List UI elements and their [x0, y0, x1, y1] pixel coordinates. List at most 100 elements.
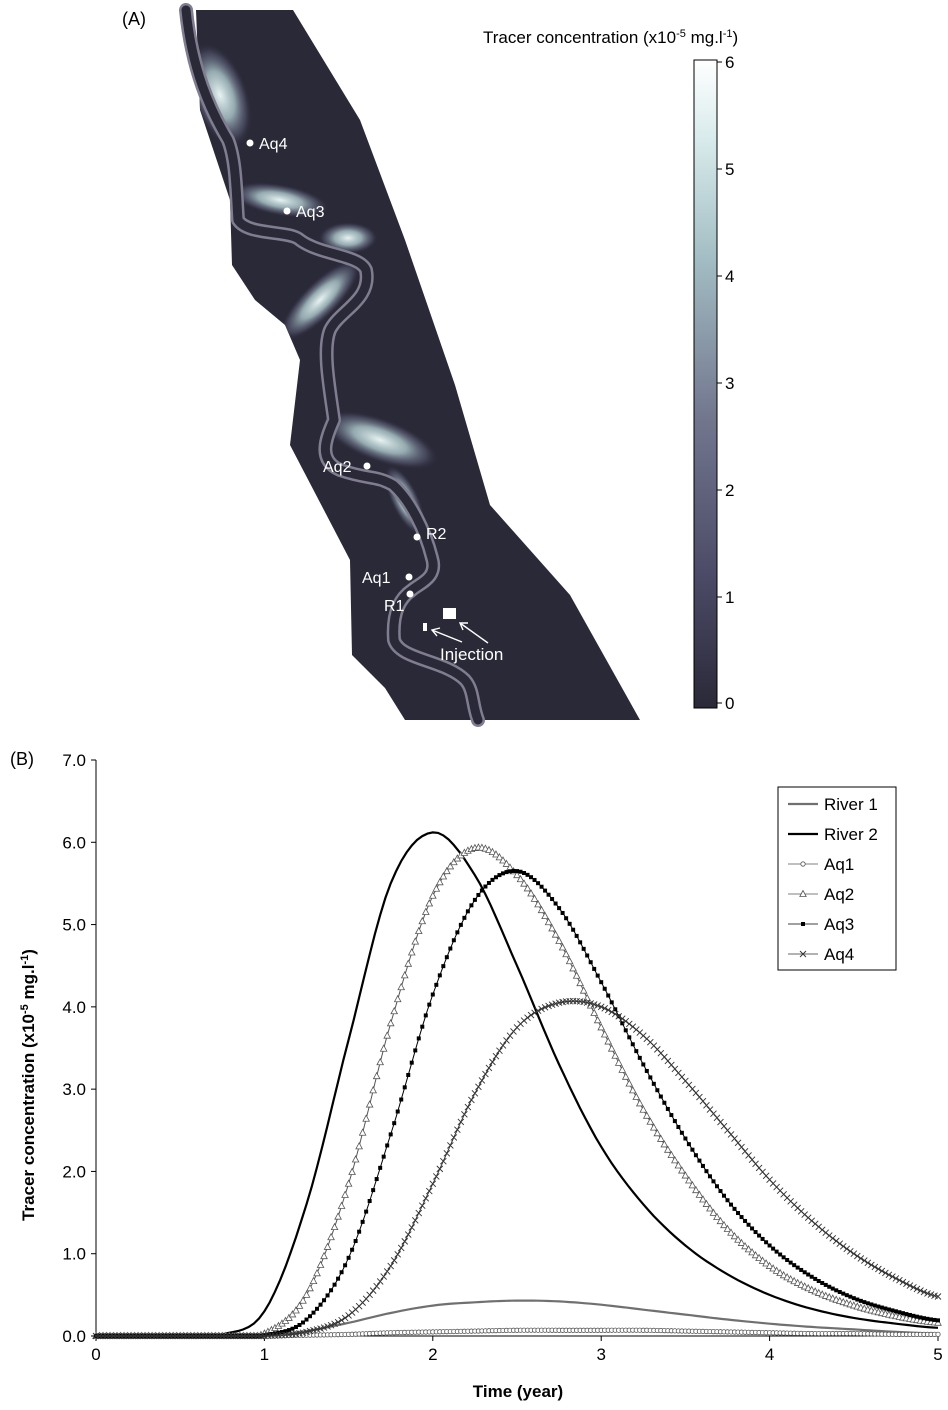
marker-aq3 [707, 1174, 712, 1179]
marker-aq3 [630, 1042, 635, 1047]
marker-aq2 [751, 1250, 760, 1259]
marker-aq2 [786, 1274, 795, 1283]
marker-aq3 [725, 1198, 730, 1203]
marker-aq2 [414, 926, 423, 935]
marker-aq3 [339, 1270, 344, 1275]
marker-aq3 [732, 1206, 737, 1211]
aq1-point [405, 573, 413, 581]
y-tick-label: 5.0 [62, 916, 86, 935]
marker-aq2 [741, 1241, 749, 1250]
marker-aq4 [534, 1007, 542, 1015]
legend-label: Aq2 [824, 885, 854, 904]
marker-aq4 [899, 1278, 907, 1286]
marker-aq4 [485, 1064, 493, 1072]
legend-box [777, 786, 897, 971]
marker-aq4 [868, 1261, 875, 1269]
marker-aq3 [690, 1147, 695, 1152]
legend-item-river-2: River 2 [788, 825, 878, 844]
marker-aq3 [904, 1312, 909, 1317]
aquifer-domain [196, 10, 640, 720]
marker-aq3 [522, 871, 527, 876]
colorbar-tick-1: 1 [725, 588, 734, 607]
marker-aq3 [585, 953, 590, 958]
colorbar-tick-4: 4 [725, 267, 734, 286]
marker-aq2 [302, 1290, 311, 1298]
marker-aq2 [734, 1235, 742, 1243]
marker-aq3 [711, 1179, 716, 1184]
marker-aq4 [471, 1089, 479, 1097]
marker-aq3 [357, 1229, 362, 1234]
marker-aq3 [778, 1252, 783, 1257]
marker-aq3 [574, 933, 579, 938]
marker-aq3 [774, 1249, 779, 1254]
marker-aq4 [531, 1009, 538, 1017]
marker-aq3 [479, 888, 484, 893]
marker-aq4 [527, 1011, 535, 1019]
marker-aq3 [655, 1088, 660, 1093]
marker-aq2 [351, 1155, 360, 1163]
marker-aq4 [341, 1314, 349, 1322]
marker-aq3 [539, 884, 544, 889]
marker-aq2 [407, 948, 416, 956]
marker-aq3 [827, 1284, 832, 1289]
marker-aq3 [532, 877, 537, 882]
marker-aq3 [729, 1202, 734, 1207]
marker-aq2 [716, 1216, 725, 1225]
marker-aq4 [401, 1238, 409, 1245]
marker-aq4 [839, 1242, 847, 1250]
marker-aq4 [710, 1110, 717, 1117]
marker-aq2 [656, 1134, 665, 1142]
marker-aq3 [592, 966, 597, 971]
legend-marker [800, 861, 806, 867]
x-tick-label: 1 [260, 1345, 269, 1364]
marker-aq3 [297, 1322, 302, 1327]
marker-aq2 [393, 994, 402, 1003]
marker-aq3 [697, 1158, 702, 1163]
marker-aq4 [601, 1005, 609, 1012]
marker-aq2 [579, 986, 588, 994]
marker-aq2 [432, 884, 441, 892]
marker-aq4 [447, 1142, 454, 1149]
marker-aq4 [461, 1111, 468, 1118]
marker-aq2 [600, 1030, 609, 1038]
marker-aq3 [865, 1301, 870, 1306]
marker-aq4 [590, 1001, 598, 1008]
marker-aq2 [583, 993, 592, 1002]
marker-aq4 [706, 1106, 714, 1113]
marker-aq3 [444, 955, 449, 960]
series-aq4 [92, 997, 942, 1340]
marker-aq2 [344, 1179, 353, 1187]
marker-aq3 [486, 880, 491, 885]
marker-aq3 [553, 901, 558, 906]
marker-aq3 [262, 1333, 267, 1338]
marker-aq4 [506, 1032, 514, 1040]
marker-aq4 [864, 1259, 872, 1267]
marker-aq3 [718, 1189, 723, 1194]
marker-aq3 [651, 1081, 656, 1086]
legend-marker [799, 889, 807, 897]
aq2-label: Aq2 [323, 459, 352, 476]
marker-aq3 [746, 1222, 751, 1227]
marker-aq4 [408, 1224, 416, 1231]
marker-aq2 [730, 1231, 739, 1240]
marker-aq2 [485, 845, 493, 854]
marker-aq2 [639, 1105, 648, 1113]
concentration-chart: 0.01.02.03.04.05.06.07.00 1 2 3 4 5 River 1Ri… [19, 751, 943, 1401]
marker-aq3 [360, 1219, 365, 1224]
marker-aq3 [648, 1075, 653, 1080]
marker-aq3 [809, 1274, 814, 1279]
marker-aq3 [764, 1240, 769, 1245]
marker-aq3 [536, 881, 541, 886]
series-aq2 [92, 843, 942, 1339]
marker-aq3 [350, 1247, 355, 1252]
marker-aq4 [418, 1202, 426, 1210]
marker-aq4 [503, 1037, 510, 1044]
marker-aq2 [537, 905, 546, 914]
injection-label: Injection [440, 645, 503, 664]
colorbar-title: Tracer concentration (x10-5 mg.l-1) [483, 28, 738, 47]
marker-aq3 [581, 946, 586, 951]
marker-aq3 [830, 1286, 835, 1291]
marker-aq2 [737, 1238, 746, 1246]
marker-aq2 [334, 1212, 342, 1220]
marker-aq2 [611, 1051, 620, 1059]
